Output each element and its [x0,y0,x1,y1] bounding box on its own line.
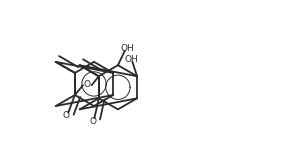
Text: OH: OH [121,44,135,53]
Text: O: O [63,111,70,120]
Text: OH: OH [124,55,138,64]
Text: O: O [90,117,97,126]
Text: O: O [83,80,90,89]
